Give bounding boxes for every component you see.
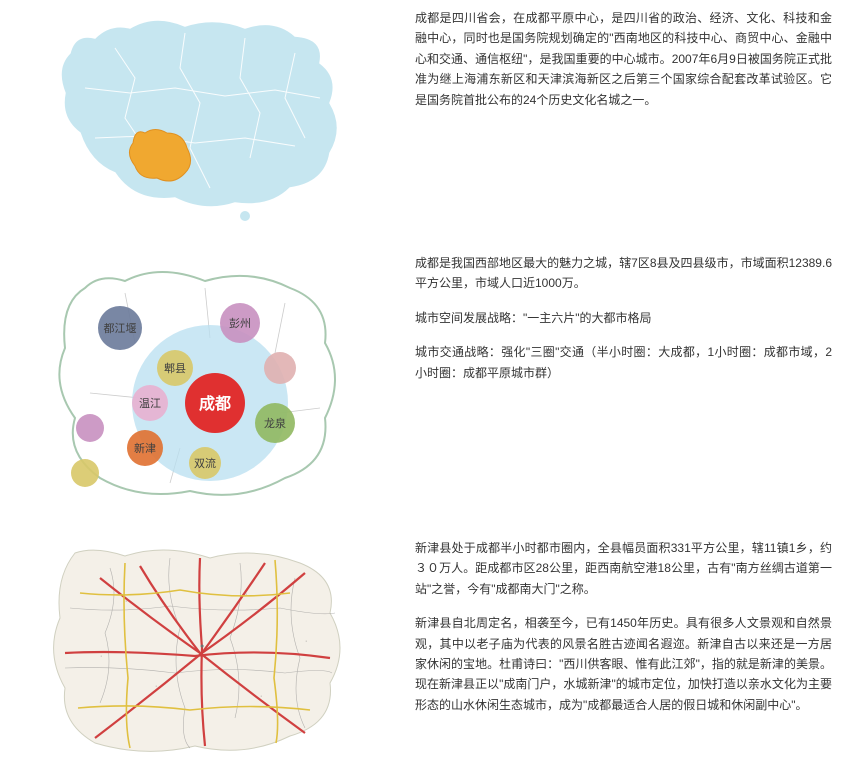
satellite-label: 龙泉 — [264, 416, 286, 430]
satellite-label: 郫县 — [164, 361, 186, 375]
china-map-svg — [35, 8, 365, 223]
chengdu-center-label: 成都 — [199, 394, 231, 413]
satellite-label: 温江 — [139, 397, 161, 410]
para-2-1: 成都是我国西部地区最大的魅力之城，辖7区8县及四县级市，市域面积12389.6平… — [415, 253, 832, 294]
map-china — [10, 8, 390, 223]
map-chengdu: 都江堰郫县 彭州温江新津 龙泉双流 成都 — [10, 253, 390, 508]
satellite-label: 新津 — [134, 441, 156, 455]
china-outline — [61, 20, 338, 207]
satellite-node — [71, 459, 99, 487]
svg-text:·: · — [305, 638, 307, 645]
svg-text:·: · — [260, 693, 262, 700]
para-2-3: 城市交通战略：强化"三圈"交通（半小时圈：大成都，1小时圈：成都市域，2小时圈：… — [415, 342, 832, 383]
text-chengdu: 成都是我国西部地区最大的魅力之城，辖7区8县及四县级市，市域面积12389.6平… — [390, 253, 842, 397]
para-2-2: 城市空间发展战略："一主六片"的大都市格局 — [415, 308, 832, 328]
section-xinjin: ● · · · · · · 新津县处于成都半小时都市圈内，全县幅员面积331平方公里，… — [10, 538, 842, 758]
satellite-node — [76, 414, 104, 442]
svg-text:●: ● — [200, 643, 204, 650]
section-china: 成都是四川省会，在成都平原中心，是四川省的政治、经济、文化、科技和金融中心，同时… — [10, 8, 842, 223]
svg-text:·: · — [125, 598, 127, 605]
text-xinjin: 新津县处于成都半小时都市圈内，全县幅员面积331平方公里，辖11镇1乡，约３０万… — [390, 538, 842, 729]
svg-text:·: · — [100, 653, 102, 660]
text-china: 成都是四川省会，在成都平原中心，是四川省的政治、经济、文化、科技和金融中心，同时… — [390, 8, 842, 124]
para-3-2: 新津县自北周定名，相袭至今，已有1450年历史。具有很多人文景观和自然景观，其中… — [415, 613, 832, 715]
para-3-1: 新津县处于成都半小时都市圈内，全县幅员面积331平方公里，辖11镇1乡，约３０万… — [415, 538, 832, 599]
svg-text:·: · — [155, 683, 157, 690]
satellite-label: 都江堰 — [104, 322, 137, 335]
satellite-label: 双流 — [194, 456, 216, 470]
hainan — [240, 211, 250, 221]
section-chengdu: 都江堰郫县 彭州温江新津 龙泉双流 成都 成都是我国西部地区最大的魅力之城，辖7区8… — [10, 253, 842, 508]
para-1-1: 成都是四川省会，在成都平原中心，是四川省的政治、经济、文化、科技和金融中心，同时… — [415, 8, 832, 110]
chengdu-map-svg: 都江堰郫县 彭州温江新津 龙泉双流 成都 — [30, 253, 370, 508]
xinjin-map-svg: ● · · · · · · — [30, 538, 370, 758]
satellite-label: 彭州 — [229, 316, 251, 330]
map-xinjin: ● · · · · · · — [10, 538, 390, 758]
satellite-node — [264, 352, 296, 384]
svg-text:·: · — [245, 591, 247, 598]
